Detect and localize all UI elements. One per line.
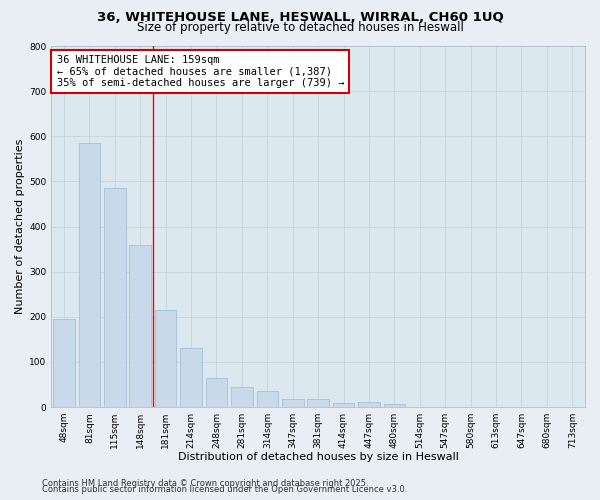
X-axis label: Distribution of detached houses by size in Heswall: Distribution of detached houses by size … [178, 452, 458, 462]
Bar [155, 310, 176, 407]
Bar [104, 188, 125, 407]
Bar [206, 378, 227, 407]
Text: Contains public sector information licensed under the Open Government Licence v3: Contains public sector information licen… [42, 485, 407, 494]
Y-axis label: Number of detached properties: Number of detached properties [15, 139, 25, 314]
Bar [53, 319, 75, 407]
Bar [130, 244, 151, 407]
Bar [231, 387, 253, 407]
Bar [282, 400, 304, 407]
Bar [79, 143, 100, 407]
Text: 36, WHITEHOUSE LANE, HESWALL, WIRRAL, CH60 1UQ: 36, WHITEHOUSE LANE, HESWALL, WIRRAL, CH… [97, 11, 503, 24]
Bar [333, 402, 355, 407]
Text: Contains HM Land Registry data © Crown copyright and database right 2025.: Contains HM Land Registry data © Crown c… [42, 478, 368, 488]
Bar [307, 400, 329, 407]
Bar [180, 348, 202, 407]
Text: Size of property relative to detached houses in Heswall: Size of property relative to detached ho… [137, 22, 463, 35]
Bar [257, 392, 278, 407]
Bar [358, 402, 380, 407]
Bar [383, 404, 405, 407]
Text: 36 WHITEHOUSE LANE: 159sqm
← 65% of detached houses are smaller (1,387)
35% of s: 36 WHITEHOUSE LANE: 159sqm ← 65% of deta… [56, 55, 344, 88]
